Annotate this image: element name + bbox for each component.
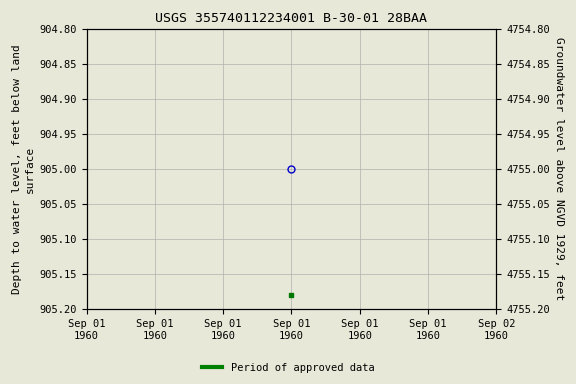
Title: USGS 355740112234001 B-30-01 28BAA: USGS 355740112234001 B-30-01 28BAA: [156, 12, 427, 25]
Y-axis label: Depth to water level, feet below land
surface: Depth to water level, feet below land su…: [12, 44, 35, 294]
Legend: Period of approved data: Period of approved data: [198, 359, 378, 377]
Y-axis label: Groundwater level above NGVD 1929, feet: Groundwater level above NGVD 1929, feet: [554, 37, 564, 301]
